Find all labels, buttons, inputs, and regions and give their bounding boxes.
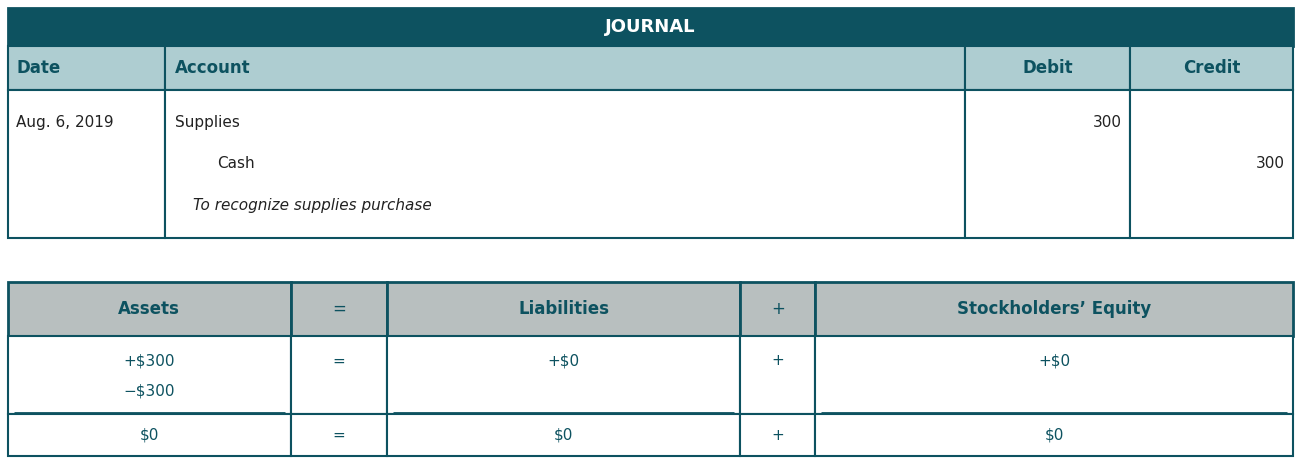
Text: Stockholders’ Equity: Stockholders’ Equity (956, 300, 1151, 318)
Text: To recognize supplies purchase: To recognize supplies purchase (193, 198, 432, 213)
Text: Assets: Assets (118, 300, 181, 318)
Text: $0: $0 (554, 427, 574, 443)
Bar (1129, 46, 1293, 90)
Text: Account: Account (174, 59, 250, 77)
Text: +$0: +$0 (1038, 353, 1069, 368)
Text: Debit: Debit (1023, 59, 1073, 77)
Bar (814, 336, 1293, 414)
Text: −$300: −$300 (124, 383, 176, 398)
Text: +$300: +$300 (124, 353, 176, 368)
Text: Liabilities: Liabilities (518, 300, 609, 318)
Bar (740, 282, 814, 336)
Bar (814, 414, 1293, 456)
Text: 300: 300 (1093, 115, 1121, 130)
Text: $0: $0 (1045, 427, 1064, 443)
Text: +: + (770, 300, 785, 318)
Bar (965, 46, 1129, 90)
Text: =: = (333, 427, 345, 443)
Text: Supplies: Supplies (174, 115, 239, 130)
Bar (388, 414, 740, 456)
Bar (165, 46, 965, 90)
Text: JOURNAL: JOURNAL (605, 18, 696, 36)
Text: =: = (332, 300, 346, 318)
Bar (8, 90, 165, 238)
Bar (8, 46, 165, 90)
Text: +$0: +$0 (548, 353, 580, 368)
Text: Credit: Credit (1183, 59, 1240, 77)
Bar (290, 414, 388, 456)
Text: Cash: Cash (217, 156, 255, 171)
Bar (165, 90, 965, 238)
Bar (388, 336, 740, 414)
Text: +: + (771, 353, 785, 368)
Bar (8, 8, 1293, 46)
Bar (740, 336, 814, 414)
Bar (740, 414, 814, 456)
Bar (290, 336, 388, 414)
Text: +: + (771, 427, 785, 443)
Bar (965, 90, 1129, 238)
Text: $0: $0 (139, 427, 159, 443)
Bar (8, 336, 290, 414)
Bar (8, 414, 290, 456)
Bar (1129, 90, 1293, 238)
Text: =: = (333, 353, 345, 368)
Bar (388, 282, 740, 336)
Bar (8, 282, 290, 336)
Bar (814, 282, 1293, 336)
Text: Date: Date (16, 59, 60, 77)
Text: 300: 300 (1255, 156, 1285, 171)
Bar (290, 282, 388, 336)
Text: Aug. 6, 2019: Aug. 6, 2019 (16, 115, 113, 130)
